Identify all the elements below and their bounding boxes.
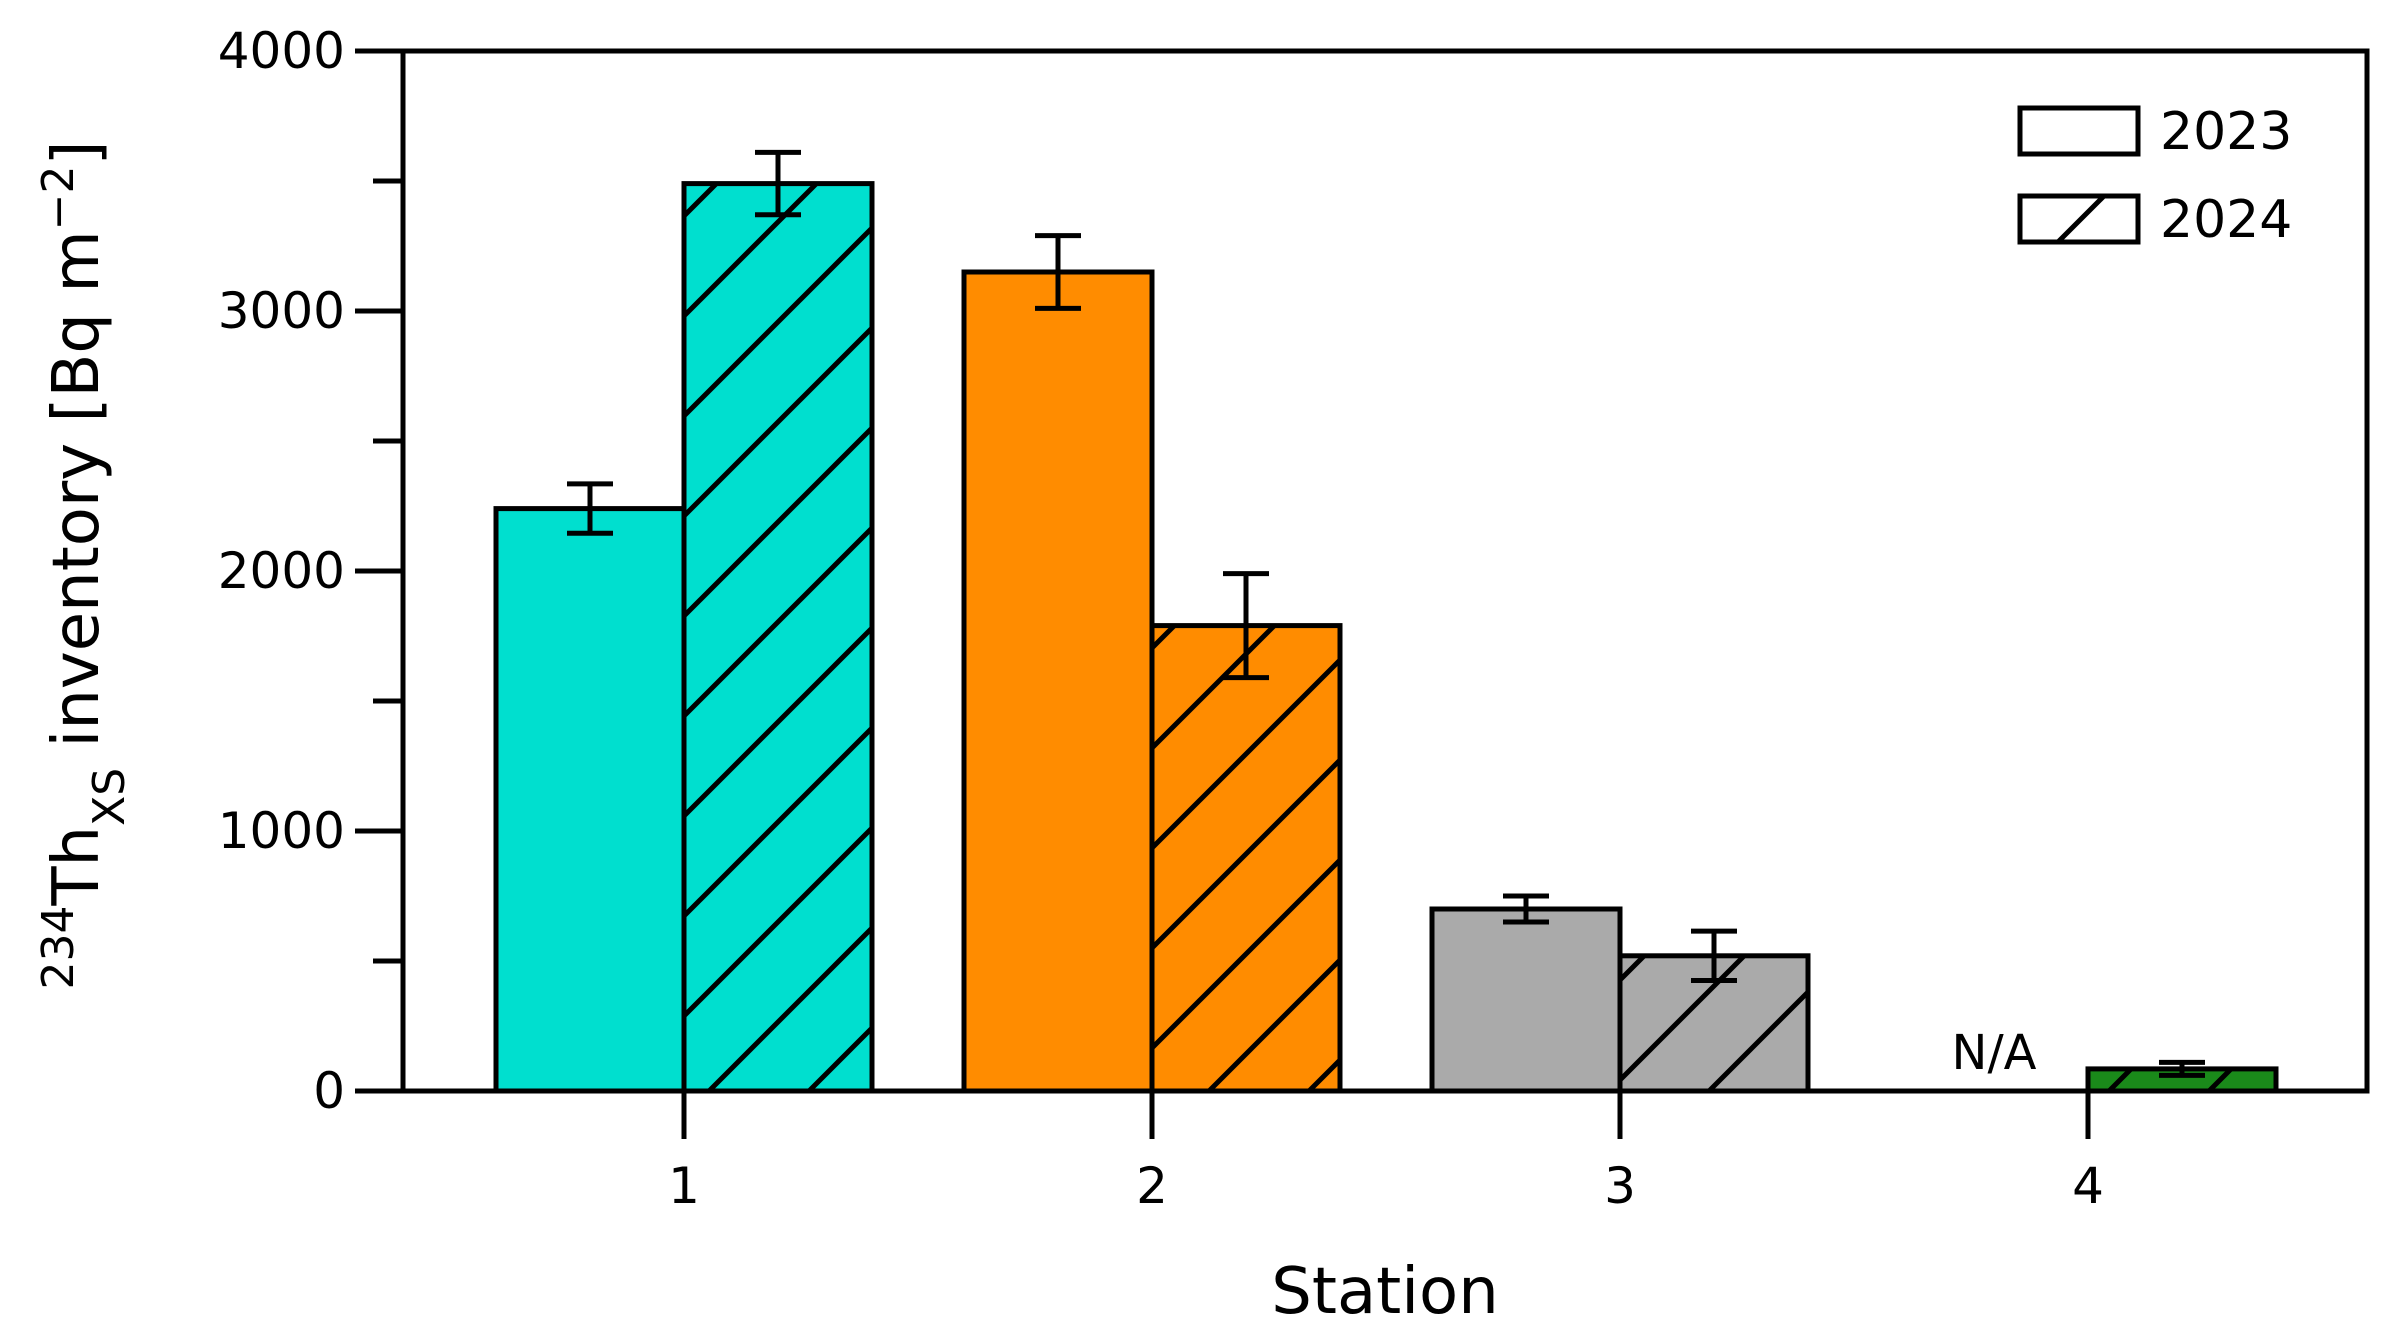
bar-2023-station-3 [1429,906,1623,1094]
bar-2023-station-2 [961,269,1155,1094]
y-tick-label-0: 0 [313,1062,345,1120]
x-tick-label-3: 3 [1604,1157,1636,1215]
error-bar-2024-station-3 [1691,928,1737,983]
legend-label-2023: 2023 [2160,102,2292,162]
bar-2023-station-1 [493,506,687,1094]
error-bar-2023-station-3 [1503,893,1549,925]
y-title-exponent: −2 [33,165,84,230]
legend-swatch-2024 [2017,193,2141,245]
y-tick-label-1000: 1000 [218,802,345,860]
error-bar-2023-station-1 [567,481,613,536]
legend-swatch-2023 [2017,105,2141,157]
error-bar-2024-station-2 [1223,571,1269,681]
annotation-na: N/A [1952,1025,2037,1081]
x-axis-title: Station [1271,1255,1499,1329]
y-tick-label-4000: 4000 [218,22,345,80]
y-title-close: ] [40,140,114,165]
x-tick-label-2: 2 [1136,1157,1168,1215]
y-tick-label-3000: 3000 [218,282,345,340]
y-title-text: inventory [Bq m [40,230,114,767]
error-bar-2023-station-2 [1035,233,1081,311]
bar-2024-station-2 [1149,623,1343,1094]
y-title-subscript: XS [84,768,135,826]
y-tick-label-2000: 2000 [218,542,345,600]
legend-label-2024: 2024 [2160,190,2292,250]
error-bar-2024-station-1 [755,149,801,218]
y-axis-title: 234ThXS inventory [Bq m−2] [33,140,135,989]
y-title-superscript: 234 [33,906,84,990]
error-bar-2024-station-4 [2159,1059,2205,1078]
x-tick-label-1: 1 [668,1157,700,1215]
bar-2024-station-1 [681,181,875,1094]
x-tick-label-4: 4 [2072,1157,2104,1215]
y-title-base: Th [40,826,114,907]
